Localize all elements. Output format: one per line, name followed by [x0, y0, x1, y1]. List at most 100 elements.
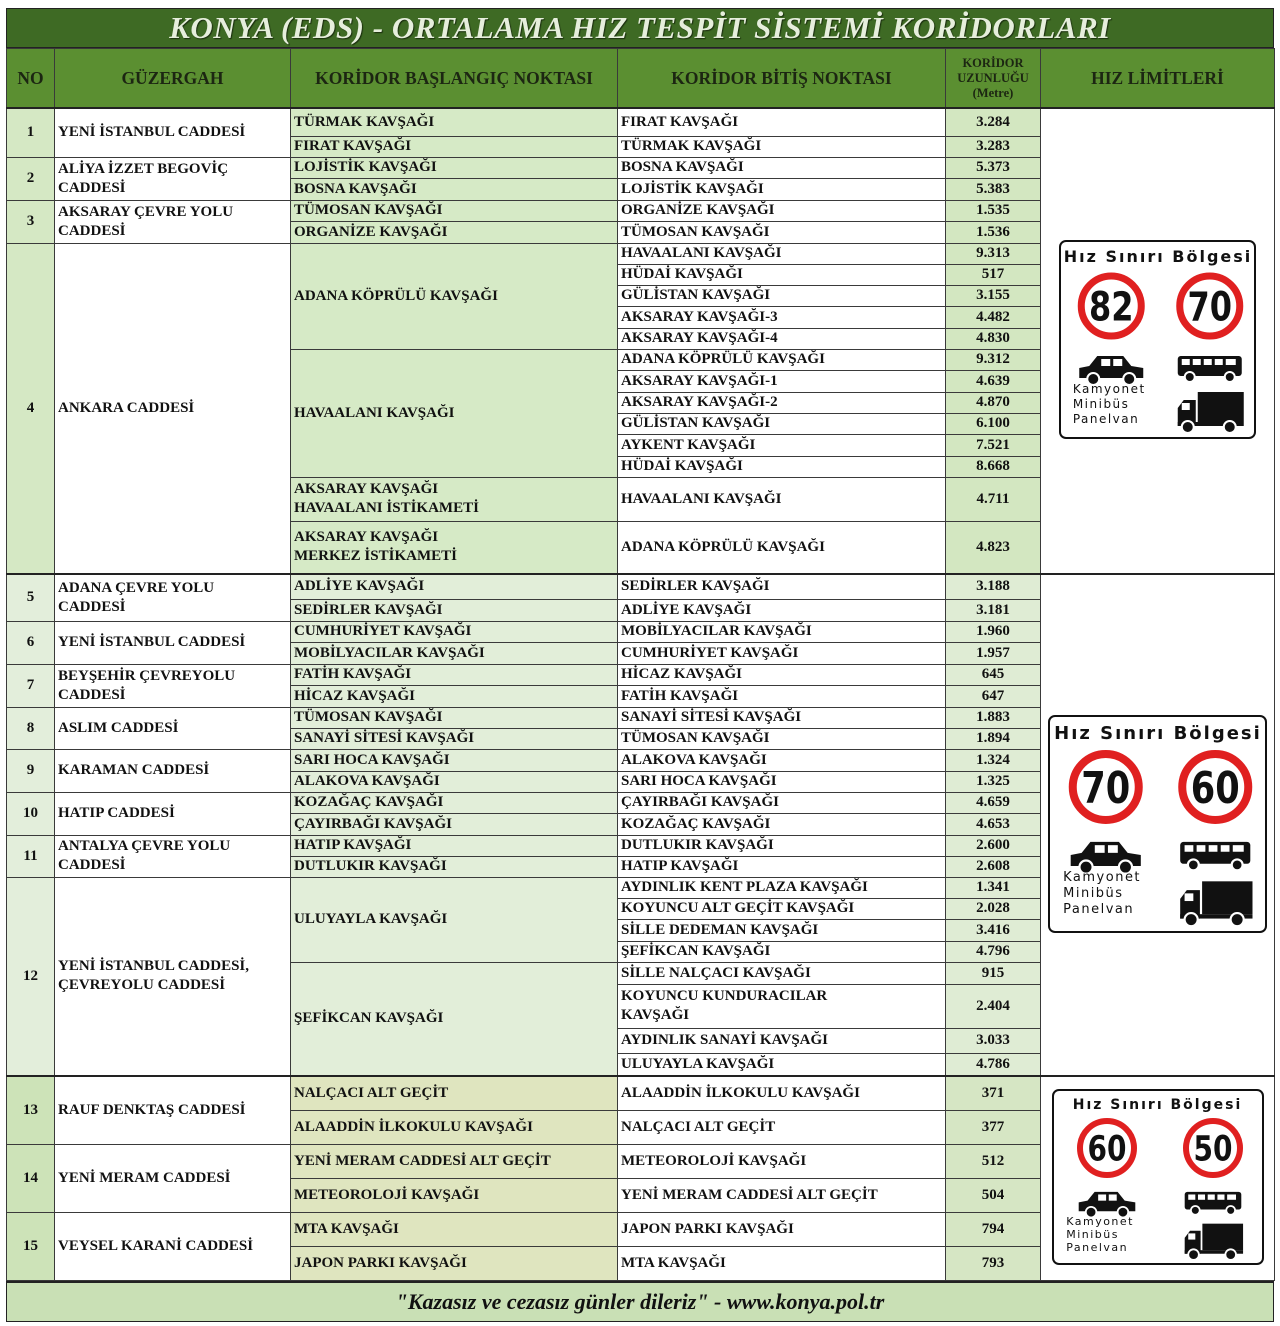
table-row: ULUYAYLA KAVŞAĞI 4.786: [7, 1052, 1275, 1077]
header-length: KORİDOR UZUNLUĞU (Metre): [945, 48, 1041, 109]
table-row: ŞEFİKCAN KAVŞAĞI SİLLE NALÇACI KAVŞAĞI 915: [7, 961, 1275, 1077]
table-row: 1 YENİ İSTANBUL CADDESİ TÜRMAK KAVŞAĞI FIRA…: [6, 107, 1275, 575]
corridor-start: ADLİYE KAVŞAĞI: [290, 573, 618, 600]
corridor-length: 4.830: [945, 327, 1041, 350]
corridor-length: 3.188: [945, 573, 1041, 600]
table-row: 5 ADANA ÇEVRE YOLU CADDESİ ADLİYE KAVŞAĞI S…: [6, 573, 1275, 1077]
corridor-length: 7.521: [945, 433, 1041, 457]
car-speed-limit-sign-icon: 60: [1077, 1117, 1137, 1178]
route-name: RAUF DENKTAŞ CADDESİ: [54, 1075, 291, 1145]
corridor-end: LOJİSTİK KAVŞAĞI: [617, 177, 946, 201]
corridor-length: 1.536: [945, 220, 1041, 244]
speed-limit-zone-sign: Hız Sınırı Bölgesi 70 60 Kamyonet Minibü…: [1048, 714, 1267, 933]
corridor-end: HATIP KAVŞAĞI: [617, 855, 946, 878]
corridor-length: 6.100: [945, 412, 1041, 435]
route-number: 14: [6, 1143, 55, 1213]
table-row: AKSARAY KAVŞAĞI-2 4.870: [7, 391, 1275, 414]
heavy-speed-limit: 70: [1187, 283, 1232, 330]
corridor-end: SEDİRLER KAVŞAĞI: [617, 573, 946, 600]
corridor-length: 9.312: [945, 348, 1041, 371]
heavy-speed-limit: 50: [1194, 1129, 1233, 1169]
route-number: 7: [6, 663, 55, 708]
route-name: AKSARAY ÇEVRE YOLU CADDESİ: [54, 199, 291, 244]
table-row: AKSARAY KAVŞAĞI-4 4.830: [7, 327, 1275, 350]
speed-limit-zone-sign: Hız Sınırı Bölgesi 82 70 Kamyonet Minibü…: [1059, 240, 1256, 439]
corridor-start: HİCAZ KAVŞAĞI: [290, 684, 618, 708]
route-number: 8: [6, 706, 55, 750]
car-speed-limit: 82: [1088, 283, 1133, 330]
table-header-row: NO GÜZERGAH KORİDOR BAŞLANGIÇ NOKTASI KO…: [6, 48, 1275, 109]
corridor-length: 3.155: [945, 284, 1041, 307]
corridor-start: KOZAĞAÇ KAVŞAĞI: [290, 791, 618, 814]
corridor-length: 2.608: [945, 855, 1041, 878]
corridor-end: ALAKOVA KAVŞAĞI: [617, 748, 946, 772]
table-row: AKSARAY KAVŞAĞI-1 4.639: [7, 369, 1275, 393]
route-number: 1: [6, 107, 55, 158]
route-name: ANTALYA ÇEVRE YOLU CADDESİ: [54, 834, 291, 878]
corridor-length: 5.373: [945, 156, 1041, 179]
route-number: 10: [6, 791, 55, 836]
route-number: 11: [6, 834, 55, 878]
header-no: NO: [6, 48, 55, 109]
corridor-length: 3.284: [945, 107, 1041, 137]
header-route: GÜZERGAH: [54, 48, 291, 109]
table-row: GÜLİSTAN KAVŞAĞI 3.155: [7, 284, 1275, 307]
corridor-end: KOZAĞAÇ KAVŞAĞI: [617, 812, 946, 836]
corridor-start: HATIP KAVŞAĞI: [290, 834, 618, 857]
bus-icon: [1179, 841, 1250, 871]
corridor-start: ADANA KÖPRÜLÜ KAVŞAĞI: [290, 242, 618, 350]
table-row: ORGANİZE KAVŞAĞI TÜMOSAN KAVŞAĞI 1.536: [7, 220, 1275, 244]
table-row: JAPON PARKI KAVŞAĞI MTA KAVŞAĞI 793: [7, 1245, 1275, 1281]
corridor-start: DUTLUKIR KAVŞAĞI: [290, 855, 618, 878]
corridor-end: AYDINLIK KENT PLAZA KAVŞAĞI: [617, 876, 946, 899]
speed-limit-zone-sign: Hız Sınırı Bölgesi 60 50 Kamyonet Minibü…: [1051, 1088, 1264, 1265]
corridor-length: 4.482: [945, 305, 1041, 329]
corridor-end: ŞEFİKCAN KAVŞAĞI: [617, 940, 946, 963]
sign-title: Hız Sınırı Bölgesi: [1063, 247, 1252, 266]
corridor-length: 3.416: [945, 918, 1041, 942]
table-row: KOYUNCU ALT GEÇİT KAVŞAĞI 2.028: [7, 897, 1275, 920]
table-row: ŞEFİKCAN KAVŞAĞI 4.796: [7, 940, 1275, 963]
route-name: VEYSEL KARANİ CADDESİ: [54, 1211, 291, 1281]
corridor-end: FIRAT KAVŞAĞI: [617, 107, 946, 137]
corridor-length: 4.639: [945, 369, 1041, 393]
route-name: YENİ İSTANBUL CADDESİ, ÇEVREYOLU CADDESİ: [54, 876, 291, 1077]
corridor-length: 1.325: [945, 770, 1041, 793]
corridor-length: 512: [945, 1143, 1041, 1179]
corridor-start: FIRAT KAVŞAĞI: [290, 135, 618, 158]
truck-icon: [1179, 880, 1252, 927]
table-row: SEDİRLER KAVŞAĞI ADLİYE KAVŞAĞI 3.181: [7, 598, 1275, 622]
corridor-end: YENİ MERAM CADDESİ ALT GEÇİT: [617, 1177, 946, 1213]
header-end: KORİDOR BİTİŞ NOKTASI: [617, 48, 946, 109]
table-row: HAVAALANI KAVŞAĞI ADANA KÖPRÜLÜ KAVŞAĞI 9.…: [7, 348, 1275, 478]
corridor-length: 4.653: [945, 812, 1041, 836]
table-row: ÇAYIRBAĞI KAVŞAĞI KOZAĞAÇ KAVŞAĞI 4.653: [7, 812, 1275, 836]
corridor-end: ULUYAYLA KAVŞAĞI: [617, 1052, 946, 1077]
bus-icon: [1177, 356, 1242, 383]
table-row: 15 VEYSEL KARANİ CADDESİ MTA KAVŞAĞI JAPON …: [6, 1211, 1275, 1281]
corridor-end: METEOROLOJİ KAVŞAĞI: [617, 1143, 946, 1179]
corridor-end: ADANA KÖPRÜLÜ KAVŞAĞI: [617, 520, 946, 575]
corridor-end: ADLİYE KAVŞAĞI: [617, 598, 946, 622]
speed-limits-cell: Hız Sınırı Bölgesi 82 70 Kamyonet Minibü…: [1040, 107, 1275, 575]
route-name: ADANA ÇEVRE YOLU CADDESİ: [54, 573, 291, 622]
corridor-start: AKSARAY KAVŞAĞI MERKEZ İSTİKAMETİ: [290, 520, 618, 575]
corridor-length: 3.181: [945, 598, 1041, 622]
corridor-start: ALAADDİN İLKOKULU KAVŞAĞI: [290, 1109, 618, 1145]
route-number: 3: [6, 199, 55, 244]
heavy-speed-limit: 60: [1190, 763, 1239, 814]
vehicle-class-text: Kamyonet Minibüs Panelvan: [1063, 869, 1142, 917]
corridor-length: 1.960: [945, 620, 1041, 643]
corridor-length: 5.383: [945, 177, 1041, 201]
corridor-length: 1.957: [945, 641, 1041, 665]
corridor-end: ADANA KÖPRÜLÜ KAVŞAĞI: [617, 348, 946, 371]
header-start: KORİDOR BAŞLANGIÇ NOKTASI: [290, 48, 618, 109]
corridor-length: 1.894: [945, 727, 1041, 750]
corridor-start: FATİH KAVŞAĞI: [290, 663, 618, 686]
corridor-table: NO GÜZERGAH KORİDOR BAŞLANGIÇ NOKTASI KO…: [6, 48, 1275, 1281]
heavy-speed-limit-sign-icon: 60: [1177, 749, 1252, 824]
corridor-length: 645: [945, 663, 1041, 686]
corridor-end: KOYUNCU KUNDURACILAR KAVŞAĞI: [617, 983, 946, 1029]
route-number: 15: [6, 1211, 55, 1281]
corridor-start: ORGANİZE KAVŞAĞI: [290, 220, 618, 244]
